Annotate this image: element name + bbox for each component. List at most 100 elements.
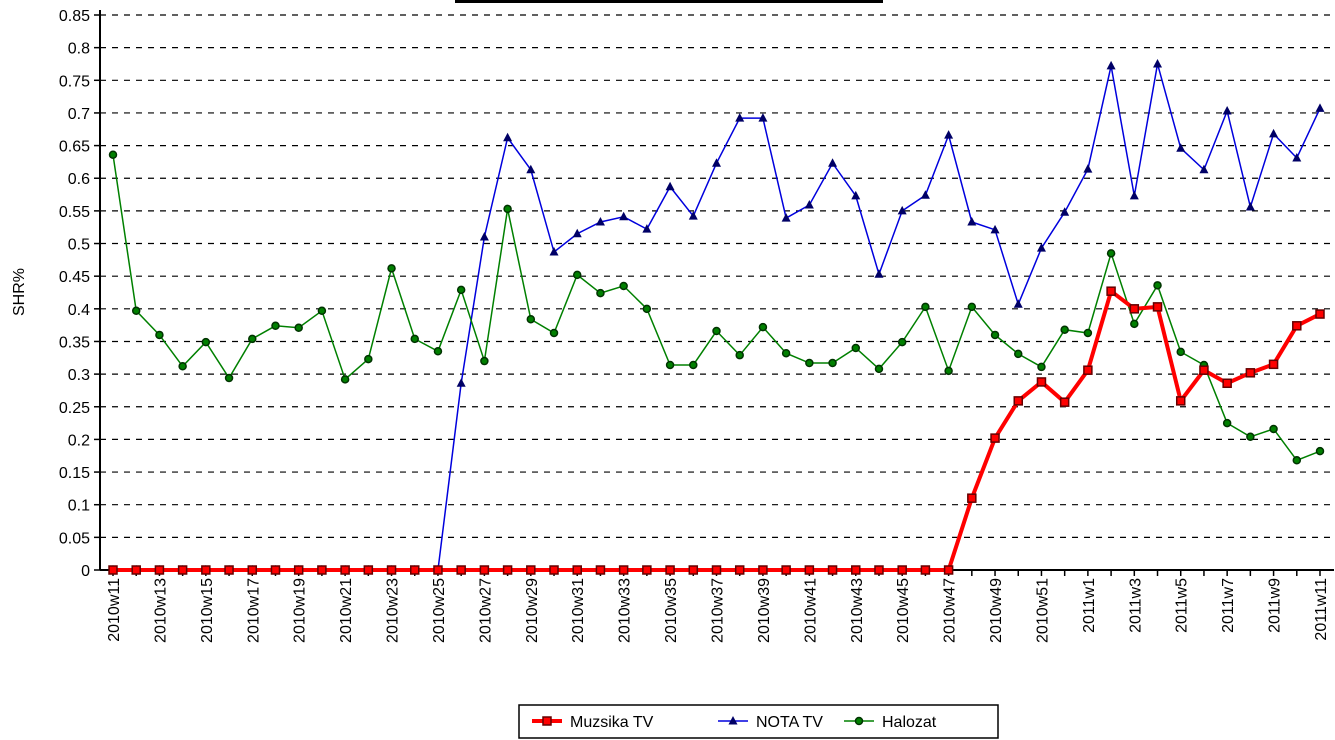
data-point [804,200,814,209]
x-tick-label: 2010w11 [106,578,123,642]
x-tick-label: 2011w11 [1313,578,1330,641]
data-point [247,565,258,575]
data-point [1106,286,1116,296]
data-point [363,565,374,575]
data-point [270,565,281,575]
x-tick-label: 2010w39 [756,578,773,643]
data-point [665,360,675,370]
data-point [1130,319,1139,329]
legend-marker [854,716,864,726]
x-tick-label: 2010w21 [338,578,355,643]
data-point [944,366,953,376]
data-point [712,326,721,336]
x-tick-label: 2010w13 [152,578,169,643]
data-point [572,270,582,280]
data-point [1152,302,1163,312]
data-point [526,164,536,174]
data-point [781,213,791,222]
data-point [735,350,744,360]
data-point [642,565,652,575]
data-point [131,306,141,316]
data-point [689,360,698,370]
data-point [1222,378,1232,389]
data-point [271,321,280,331]
data-point [1037,362,1046,372]
data-point [248,334,257,344]
data-point [897,565,907,575]
data-point [433,565,443,575]
data-point [224,565,234,575]
data-point [549,565,559,575]
x-tick-label: 2010w25 [431,578,448,643]
x-tick-label: 2010w37 [710,578,727,643]
data-point [1129,190,1139,200]
data-point [1036,243,1046,252]
data-point [781,348,791,358]
data-point [665,565,675,575]
x-tick-label: 2010w19 [292,578,309,643]
data-point [897,205,907,215]
data-point [827,565,838,575]
data-point [1199,365,1209,375]
data-point [758,322,768,332]
data-point [108,565,118,575]
y-tick-label: 0.5 [68,237,90,254]
data-point [967,493,977,503]
y-axis-label: SHR% [11,268,28,316]
data-point [1246,432,1255,442]
data-point [433,347,443,356]
x-tick-label: 2011w5 [1174,578,1191,633]
data-point [1269,424,1278,434]
y-tick-label: 0.6 [68,171,90,188]
data-point [874,269,884,278]
legend-marker [542,716,552,726]
data-point [317,306,327,316]
data-point [990,330,1000,340]
data-point [1153,58,1163,68]
legend-label: Muzsika TV [570,714,654,731]
data-point [642,224,652,233]
y-tick-label: 0.65 [59,139,90,156]
data-point [943,565,954,575]
data-point [596,288,605,298]
data-point [1153,281,1162,290]
data-point [410,565,420,575]
y-tick-label: 0.55 [59,204,90,221]
data-point [178,362,187,371]
legend-label: NOTA TV [756,714,823,731]
data-point [874,565,884,575]
y-tick-label: 0.25 [59,400,90,417]
x-tick-label: 2010w49 [988,578,1005,643]
data-point [224,373,234,383]
y-tick-label: 0.05 [59,530,90,547]
y-tick-label: 0.2 [68,432,90,449]
x-tick-label: 2011w3 [1127,578,1144,633]
data-point [967,216,977,226]
data-point [572,565,582,575]
data-point [711,565,722,575]
legend-label: Halozat [882,714,937,731]
data-point [364,354,373,364]
x-tick-label: 2010w23 [385,578,402,643]
data-point [828,158,838,167]
data-point [1014,349,1023,359]
x-tick-label: 2010w27 [477,578,494,643]
x-tick-label: 2010w47 [942,578,959,643]
y-tick-label: 0.15 [59,465,90,482]
data-point [734,565,745,575]
data-point [1129,304,1140,314]
x-tick-label: 2010w29 [524,578,541,643]
data-point [549,247,559,256]
data-point [665,181,675,191]
data-point [642,304,652,314]
y-tick-label: 0.45 [59,269,90,286]
y-tick-label: 0.75 [59,73,90,90]
x-tick-label: 2011w9 [1267,578,1284,633]
data-point [456,565,466,575]
data-point [1059,397,1070,407]
data-point [874,364,884,374]
data-point [851,343,861,353]
data-point [1245,201,1255,211]
data-point [781,565,791,575]
data-point [1222,105,1232,115]
